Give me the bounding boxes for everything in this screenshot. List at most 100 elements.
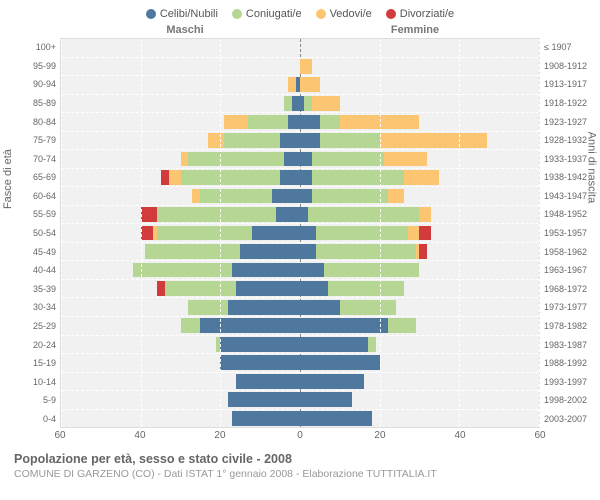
- male-bar: [61, 170, 300, 185]
- pyramid-row: [61, 354, 539, 373]
- legend-swatch: [386, 9, 396, 19]
- female-bar: [300, 318, 539, 333]
- legend-label: Divorziati/e: [400, 8, 454, 20]
- bar-segment: [300, 263, 324, 278]
- female-bar: [300, 207, 539, 222]
- legend-item: Coniugati/e: [232, 8, 302, 20]
- male-bar: [61, 337, 300, 352]
- male-bar: [61, 281, 300, 296]
- age-tick: 25-29: [10, 317, 60, 336]
- bar-segment: [320, 115, 340, 130]
- bar-segment: [165, 281, 237, 296]
- bar-segment: [316, 226, 408, 241]
- pyramid-row: [61, 224, 539, 243]
- male-bar: [61, 300, 300, 315]
- bar-segment: [192, 189, 200, 204]
- y-axis-left: 100+95-9990-9485-8980-8475-7970-7465-696…: [10, 38, 60, 428]
- birth-tick: 1963-1967: [540, 261, 590, 280]
- y-axis-right: ≤ 19071908-19121913-19171918-19221923-19…: [540, 38, 590, 428]
- bar-segment: [404, 170, 440, 185]
- age-tick: 40-44: [10, 261, 60, 280]
- birth-tick: 1993-1997: [540, 372, 590, 391]
- bar-segment: [181, 318, 201, 333]
- bar-segment: [312, 170, 404, 185]
- female-bar: [300, 59, 539, 74]
- female-bar: [300, 115, 539, 130]
- age-tick: 75-79: [10, 131, 60, 150]
- bar-segment: [320, 133, 380, 148]
- birth-tick: 1973-1977: [540, 298, 590, 317]
- legend-item: Celibi/Nubili: [146, 8, 218, 20]
- age-tick: 65-69: [10, 168, 60, 187]
- age-tick: 5-9: [10, 391, 60, 410]
- gridline: [380, 39, 381, 427]
- bar-segment: [384, 152, 428, 167]
- age-tick: 80-84: [10, 112, 60, 131]
- bar-segment: [292, 96, 300, 111]
- male-bar: [61, 207, 300, 222]
- pyramid-row: [61, 243, 539, 262]
- bar-segment: [208, 133, 224, 148]
- legend-label: Vedovi/e: [330, 8, 372, 20]
- y-axis-left-title: Fasce di età: [2, 149, 14, 209]
- pyramid-row: [61, 39, 539, 58]
- x-ticks: 6040200204060: [60, 430, 540, 444]
- female-bar: [300, 411, 539, 426]
- pyramid-row: [61, 187, 539, 206]
- legend-item: Divorziati/e: [386, 8, 454, 20]
- chart-footer: Popolazione per età, sesso e stato civil…: [10, 452, 590, 480]
- bar-segment: [228, 300, 300, 315]
- bar-segment: [300, 152, 312, 167]
- male-bar: [61, 115, 300, 130]
- birth-tick: 1933-1937: [540, 149, 590, 168]
- x-tick: 60: [534, 430, 545, 441]
- birth-tick: 1908-1912: [540, 57, 590, 76]
- bar-segment: [200, 189, 272, 204]
- bar-segment: [300, 189, 312, 204]
- bar-segment: [141, 207, 157, 222]
- bar-segment: [141, 226, 153, 241]
- female-bar: [300, 263, 539, 278]
- gridline: [539, 39, 540, 427]
- population-pyramid-chart: Celibi/Nubili Coniugati/e Vedovi/e Divorzia…: [0, 0, 600, 500]
- x-tick: 20: [374, 430, 385, 441]
- bar-segment: [133, 263, 233, 278]
- bar-segment: [248, 115, 288, 130]
- bar-segment: [236, 281, 300, 296]
- male-bar: [61, 374, 300, 389]
- bar-segment: [240, 244, 300, 259]
- bar-segment: [388, 318, 416, 333]
- age-tick: 85-89: [10, 94, 60, 113]
- pyramid-row: [61, 76, 539, 95]
- birth-tick: 1918-1922: [540, 94, 590, 113]
- female-bar: [300, 355, 539, 370]
- bar-segment: [169, 170, 181, 185]
- male-bar: [61, 189, 300, 204]
- female-bar: [300, 96, 539, 111]
- legend-item: Vedovi/e: [316, 8, 372, 20]
- bar-segment: [324, 263, 420, 278]
- bar-segment: [284, 96, 292, 111]
- chart-subtitle: COMUNE DI GARZENO (CO) - Dati ISTAT 1° g…: [14, 468, 590, 480]
- male-bar: [61, 59, 300, 74]
- pyramid-row: [61, 336, 539, 355]
- birth-tick: 1998-2002: [540, 391, 590, 410]
- birth-tick: 1913-1917: [540, 75, 590, 94]
- bar-segment: [280, 133, 300, 148]
- female-bar: [300, 392, 539, 407]
- bar-segment: [340, 300, 396, 315]
- legend: Celibi/Nubili Coniugati/e Vedovi/e Divorzia…: [10, 8, 590, 20]
- bar-segment: [419, 226, 431, 241]
- bar-segment: [232, 263, 300, 278]
- female-bar: [300, 244, 539, 259]
- birth-tick: 1928-1932: [540, 131, 590, 150]
- bar-segment: [300, 374, 364, 389]
- chart-title: Popolazione per età, sesso e stato civil…: [14, 452, 590, 466]
- bar-segment: [276, 207, 300, 222]
- male-bar: [61, 133, 300, 148]
- birth-tick: 1948-1952: [540, 205, 590, 224]
- female-bar: [300, 170, 539, 185]
- male-bar: [61, 392, 300, 407]
- bar-segment: [224, 133, 280, 148]
- bar-segment: [181, 152, 189, 167]
